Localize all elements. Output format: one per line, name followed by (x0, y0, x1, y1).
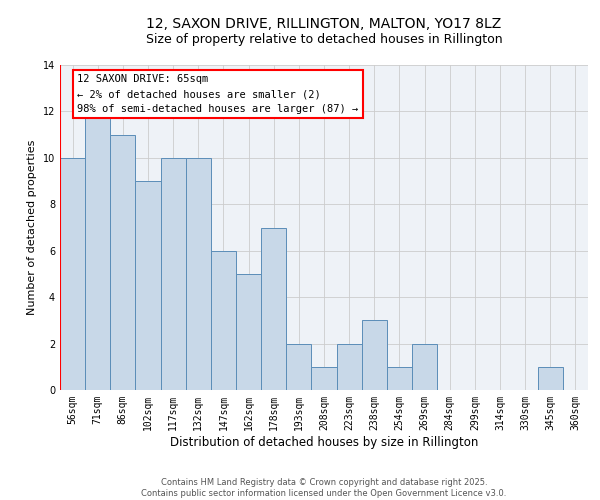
Bar (412, 344, 437, 390)
Bar (110, 134, 136, 390)
X-axis label: Distribution of detached houses by size in Rillington: Distribution of detached houses by size … (170, 436, 478, 448)
Bar (538, 367, 563, 390)
Y-axis label: Number of detached properties: Number of detached properties (27, 140, 37, 315)
Bar (286, 344, 311, 390)
Text: Size of property relative to detached houses in Rillington: Size of property relative to detached ho… (146, 32, 502, 46)
Text: 12 SAXON DRIVE: 65sqm
← 2% of detached houses are smaller (2)
98% of semi-detach: 12 SAXON DRIVE: 65sqm ← 2% of detached h… (77, 74, 358, 114)
Text: Contains HM Land Registry data © Crown copyright and database right 2025.
Contai: Contains HM Land Registry data © Crown c… (142, 478, 506, 498)
Bar (60, 158, 85, 390)
Bar (311, 367, 337, 390)
Bar (136, 181, 161, 390)
Bar (362, 320, 387, 390)
Bar (161, 158, 186, 390)
Bar (236, 274, 261, 390)
Bar (85, 112, 110, 390)
Text: 12, SAXON DRIVE, RILLINGTON, MALTON, YO17 8LZ: 12, SAXON DRIVE, RILLINGTON, MALTON, YO1… (146, 18, 502, 32)
Bar (387, 367, 412, 390)
Bar (261, 228, 286, 390)
Bar (211, 250, 236, 390)
Bar (186, 158, 211, 390)
Bar (337, 344, 362, 390)
